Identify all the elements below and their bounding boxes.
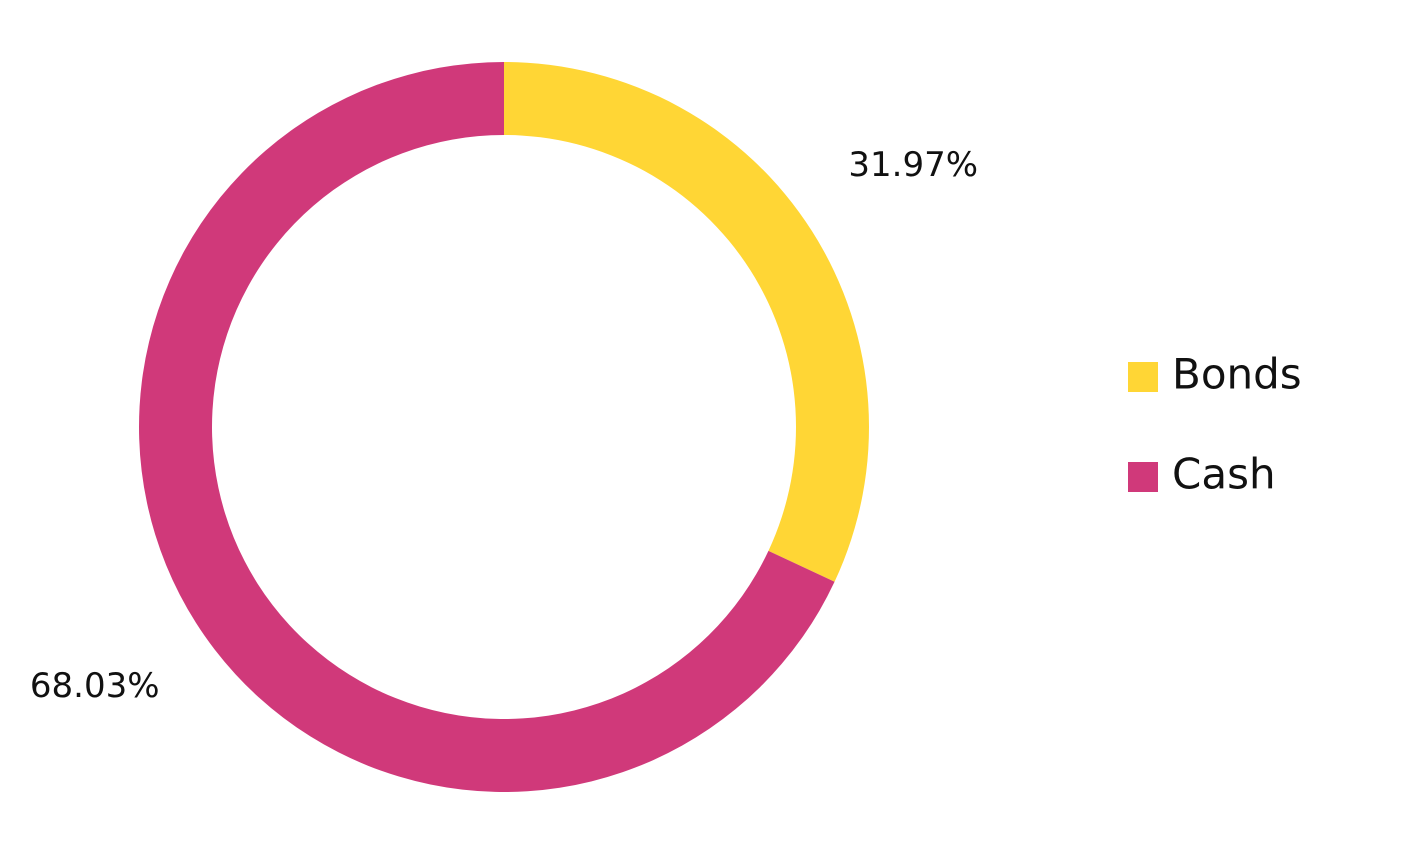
legend-swatch: [1128, 462, 1158, 492]
value-label: 68.03%: [30, 666, 160, 706]
legend-text: Cash: [1172, 450, 1276, 499]
legend-text: Bonds: [1172, 350, 1302, 399]
donut-slice: [504, 62, 869, 582]
legend-swatch: [1128, 362, 1158, 392]
value-label: 31.97%: [848, 145, 978, 185]
